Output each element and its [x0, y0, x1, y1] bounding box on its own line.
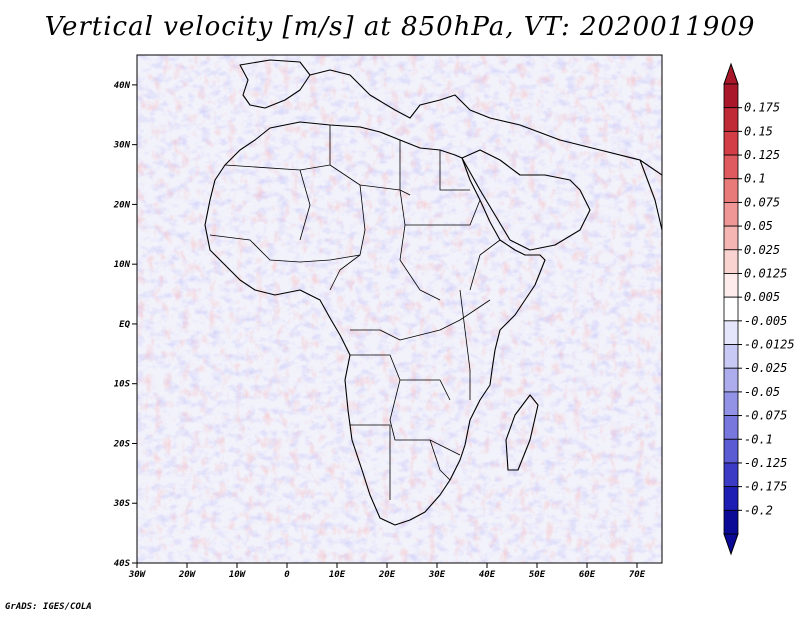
colorbar-label: -0.1 — [744, 432, 773, 446]
colorbar-label: -0.005 — [744, 314, 787, 328]
lon-tick-label: 60E — [579, 570, 596, 580]
lon-tick-label: 10W — [229, 570, 247, 580]
colorbar-swatch — [723, 391, 739, 416]
madagascar-coastline — [505, 394, 539, 471]
colorbar-label: 0.005 — [744, 290, 780, 304]
colorbar-label: -0.05 — [744, 385, 780, 399]
lat-ticks: 40N 30N 20N 10N EQ 10S 20S 30S 40S — [113, 81, 137, 569]
map-area — [136, 54, 663, 564]
lon-tick-label: 30E — [428, 570, 446, 580]
colorbar-swatch — [723, 249, 739, 274]
colorbar-swatch — [723, 296, 739, 322]
colorbar-label: -0.025 — [744, 361, 787, 375]
lon-tick-label: 10E — [329, 570, 346, 580]
chart-title: Vertical velocity [m/s] at 850hPa, VT: 2… — [44, 12, 756, 42]
colorbar-label: 0.0125 — [744, 266, 787, 280]
lon-tick-label: 50E — [529, 570, 546, 580]
colorbar-swatch — [723, 462, 739, 488]
europe-coastline — [239, 59, 471, 119]
colorbar-swatch — [723, 438, 739, 464]
colorbar-swatch — [723, 509, 739, 535]
colorbar-swatch — [723, 367, 739, 393]
map-chart: 30W 20W 10W 0 10E 20E 30E 40E 50E 60E 70E 40N 30N 20… — [113, 54, 795, 580]
lon-tick-label: 20E — [378, 570, 396, 580]
lat-tick-label: 30S — [113, 499, 131, 509]
colorbar-swatch — [723, 202, 739, 227]
colorbar-swatch — [723, 344, 739, 369]
africa-coastline — [204, 121, 546, 526]
colorbar-swatch — [723, 273, 739, 298]
lat-tick-label: 30N — [113, 141, 131, 151]
colorbar-arrow-top — [723, 62, 739, 85]
colorbar-swatch — [723, 225, 739, 251]
colorbar-label: 0.125 — [744, 148, 780, 162]
india-coastline — [639, 159, 662, 231]
colorbar-label: 0.075 — [744, 195, 780, 209]
colorbar-arrow-bottom — [723, 533, 739, 556]
lat-tick-label: 10N — [114, 260, 131, 270]
colorbar-label: -0.2 — [744, 503, 773, 517]
colorbar-swatch — [723, 415, 739, 440]
lat-tick-label: 40N — [114, 81, 131, 91]
colorbar-swatch — [723, 107, 739, 132]
lon-ticks: 30W 20W 10W 0 10E 20E 30E 40E 50E 60E 70E — [128, 563, 646, 580]
lat-tick-label: 10S — [114, 380, 131, 390]
footer-credit: GrADS: IGES/COLA — [5, 602, 92, 612]
colorbar-label: -0.125 — [744, 456, 787, 470]
lon-tick-label: 30W — [128, 570, 147, 580]
colorbar-label: 0.1 — [744, 172, 766, 186]
colorbar: 0.175 0.15 0.125 0.1 0.075 0.05 0.025 0.0125 0.0… — [723, 62, 795, 556]
colorbar-label: 0.025 — [744, 243, 780, 257]
colorbar-label: -0.0125 — [744, 338, 795, 352]
colorbar-label: 0.15 — [744, 124, 773, 138]
colorbar-swatch — [723, 486, 739, 511]
colorbar-label: 0.05 — [744, 219, 773, 233]
lon-tick-label: 0 — [284, 570, 290, 580]
arabia-coastline — [461, 149, 591, 251]
lon-tick-label: 20W — [178, 570, 197, 580]
lat-tick-label: EQ — [119, 320, 130, 330]
colorbar-swatch — [723, 83, 739, 109]
lat-tick-label: 20N — [113, 200, 131, 210]
colorbar-swatch — [723, 320, 739, 345]
colorbar-swatch — [723, 154, 739, 180]
colorbar-label: 0.175 — [744, 101, 780, 115]
lat-tick-label: 40S — [114, 559, 131, 569]
lat-tick-label: 20S — [113, 439, 131, 449]
colorbar-label: -0.175 — [744, 480, 787, 494]
colorbar-label: -0.075 — [744, 409, 787, 423]
country-borders — [209, 125, 501, 500]
colorbar-swatch — [723, 130, 739, 156]
lon-tick-label: 70E — [629, 570, 646, 580]
colorbar-swatch — [723, 178, 739, 203]
lon-tick-label: 40E — [479, 570, 496, 580]
